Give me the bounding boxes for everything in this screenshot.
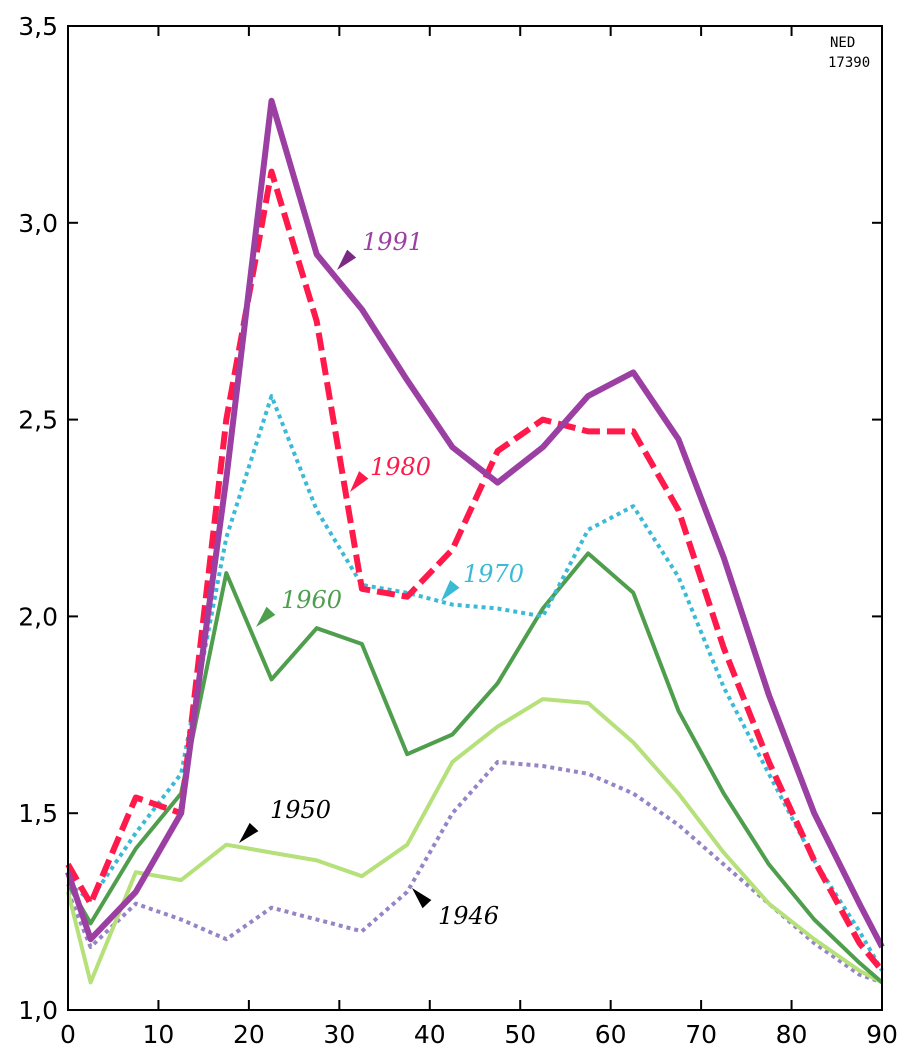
annotation-label-1980: 1980 xyxy=(370,453,431,481)
corner-note-line-2: 17390 xyxy=(828,55,870,71)
annotation-arrow-1946 xyxy=(412,888,432,909)
x-tick-label: 60 xyxy=(595,1020,627,1049)
series-line-1991 xyxy=(65,97,885,949)
series-line-1950 xyxy=(66,697,883,985)
annotation-arrow-1991 xyxy=(337,249,357,270)
x-tick-label: 50 xyxy=(504,1020,536,1049)
annotation-arrow-1950 xyxy=(239,822,259,843)
x-tick-label: 30 xyxy=(323,1020,355,1049)
y-tick-label: 1,0 xyxy=(18,996,58,1025)
y-tick-label: 3,5 xyxy=(18,12,58,41)
annotation-label-1950: 1950 xyxy=(270,796,331,824)
x-tick-label: 10 xyxy=(143,1020,175,1049)
x-tick-label: 70 xyxy=(685,1020,717,1049)
annotation-label-1946: 1946 xyxy=(438,902,499,930)
x-tick-label: 80 xyxy=(776,1020,808,1049)
series-annotations: 1991 1980 1970 1960 1950 1946 xyxy=(239,228,524,930)
annotation-label-1970: 1970 xyxy=(463,560,524,588)
axes-frame xyxy=(67,25,883,1011)
annotation-label-1991: 1991 xyxy=(362,228,423,256)
series-line-1970 xyxy=(66,394,884,972)
y-tick-label: 2,5 xyxy=(18,406,58,435)
x-tick-label: 90 xyxy=(866,1020,898,1049)
y-tick-label: 2,0 xyxy=(18,602,58,631)
x-tick-label: 0 xyxy=(60,1020,76,1049)
annotation-label-1960: 1960 xyxy=(281,586,342,614)
axis-ticks: 0 10 20 30 40 50 60 70 80 90 1,0 1,5 2,0 2,5 3,0 3,5 xyxy=(18,12,898,1049)
series-line-1980 xyxy=(65,168,885,973)
x-tick-label: 40 xyxy=(414,1020,446,1049)
series-line-1946 xyxy=(66,760,883,985)
x-tick-label: 20 xyxy=(233,1020,265,1049)
annotation-arrow-1960 xyxy=(256,606,276,627)
annotation-arrow-1980 xyxy=(350,471,369,492)
y-tick-label: 3,0 xyxy=(18,209,58,238)
series-layer xyxy=(65,97,885,985)
y-tick-label: 1,5 xyxy=(18,799,58,828)
plot-frame xyxy=(67,25,883,1011)
corner-note-line-1: NED xyxy=(830,35,855,51)
annotation-arrow-1970 xyxy=(441,580,460,601)
